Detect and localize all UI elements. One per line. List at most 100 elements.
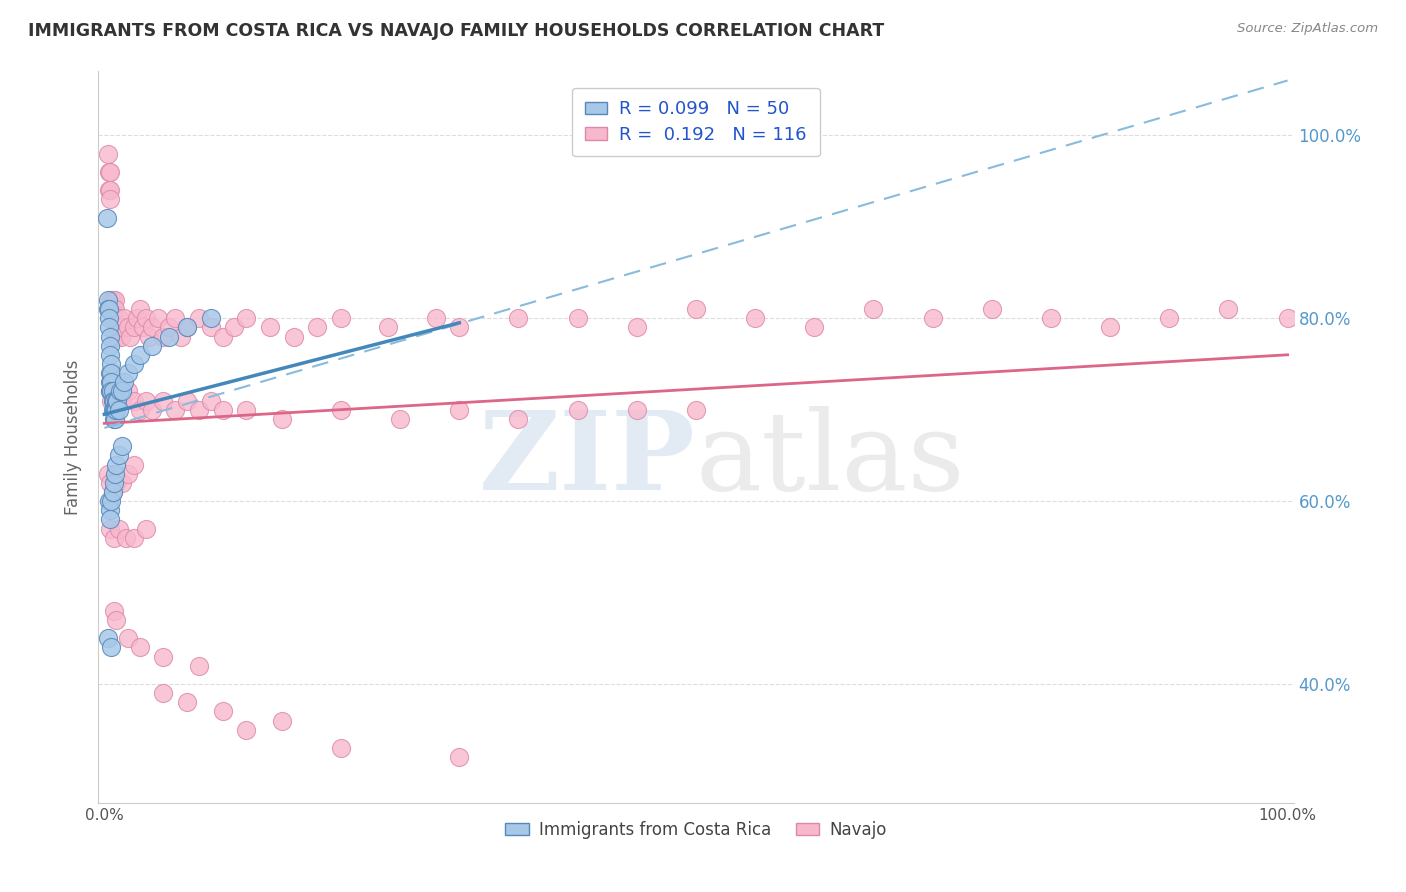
Point [104,412,127,426]
Point [235,723,257,737]
Point [152,393,174,408]
Point [107,448,129,462]
Point [103,531,125,545]
Point [105,320,128,334]
Point [141,320,163,334]
Point [1218,301,1240,317]
Point [120,329,142,343]
Point [114,311,136,326]
Point [98,503,121,517]
Point [100,357,122,371]
Point [141,338,163,352]
Point [98,475,121,490]
Point [685,402,707,417]
Point [104,293,127,307]
Point [508,311,530,326]
Point [128,348,150,362]
Point [105,458,128,472]
Point [104,467,127,481]
Point [626,320,648,334]
Point [141,402,163,417]
Point [626,402,648,417]
Point [101,402,124,417]
Point [449,320,471,334]
Point [224,320,246,334]
Point [107,311,129,326]
Point [128,640,150,655]
Point [135,393,157,408]
Point [98,384,121,399]
Point [103,475,125,490]
Point [211,329,233,343]
Legend: Immigrants from Costa Rica, Navajo: Immigrants from Costa Rica, Navajo [499,814,893,846]
Point [101,384,124,399]
Point [104,301,127,317]
Point [135,311,157,326]
Point [100,375,122,389]
Point [157,320,180,334]
Point [98,494,121,508]
Point [107,384,129,399]
Point [101,384,124,399]
Point [377,320,399,334]
Point [98,329,121,343]
Text: ZIP: ZIP [479,406,696,513]
Point [152,649,174,664]
Point [97,301,120,317]
Point [100,494,122,508]
Point [157,329,180,343]
Point [105,393,128,408]
Point [98,311,121,326]
Point [97,467,120,481]
Point [270,714,292,728]
Point [101,485,124,500]
Point [211,705,233,719]
Point [100,393,122,408]
Point [152,329,174,343]
Point [111,439,134,453]
Point [101,393,124,408]
Point [98,384,121,399]
Point [128,301,150,317]
Point [107,402,129,417]
Point [108,384,131,399]
Point [98,183,121,197]
Point [98,183,121,197]
Point [111,475,134,490]
Point [104,402,127,417]
Point [567,402,589,417]
Point [98,522,121,536]
Point [259,320,281,334]
Point [803,320,825,334]
Point [128,402,150,417]
Point [176,393,198,408]
Point [117,384,139,399]
Point [101,311,124,326]
Point [176,320,198,334]
Point [100,293,122,307]
Point [122,458,145,472]
Point [270,412,292,426]
Point [103,301,125,317]
Point [235,402,257,417]
Point [200,320,222,334]
Point [105,475,128,490]
Point [103,412,125,426]
Point [105,320,128,334]
Point [98,348,121,362]
Point [98,301,121,317]
Point [122,357,145,371]
Y-axis label: Family Households: Family Households [65,359,83,515]
Point [122,393,145,408]
Point [508,412,530,426]
Point [235,311,257,326]
Point [111,393,134,408]
Point [117,320,139,334]
Point [97,632,120,646]
Point [98,320,121,334]
Point [921,311,943,326]
Point [100,366,122,380]
Text: atlas: atlas [696,406,966,513]
Point [105,402,128,417]
Point [98,165,121,179]
